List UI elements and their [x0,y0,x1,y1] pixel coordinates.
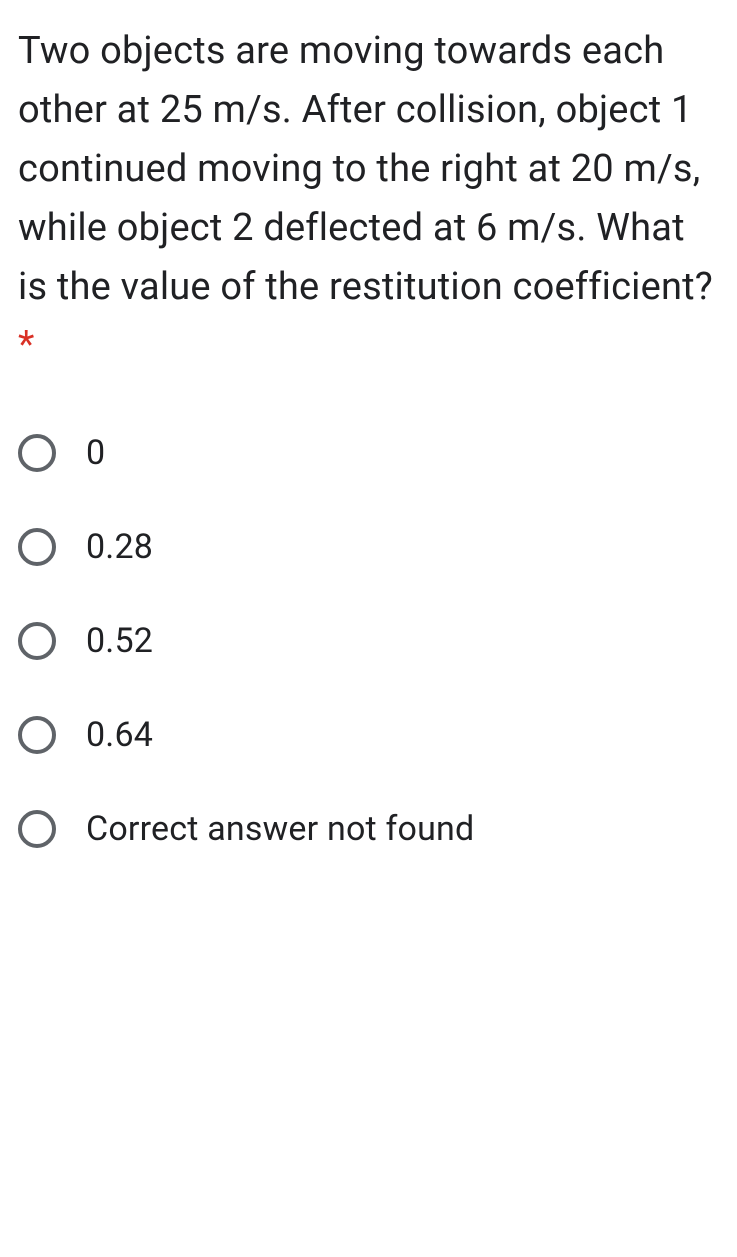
radio-icon [18,810,56,848]
options-group: 0 0.28 0.52 0.64 Correct answer not foun… [18,433,719,849]
radio-icon [18,622,56,660]
option-label: 0 [86,433,105,473]
option-3[interactable]: 0.64 [18,715,719,755]
radio-icon [18,434,56,472]
option-label: 0.64 [86,715,153,755]
question-text: Two objects are moving towards each othe… [18,22,719,375]
radio-icon [18,528,56,566]
required-asterisk: * [18,323,35,367]
option-2[interactable]: 0.52 [18,621,719,661]
radio-icon [18,716,56,754]
option-label: 0.52 [86,621,153,661]
option-label: 0.28 [86,527,153,567]
option-4[interactable]: Correct answer not found [18,809,719,849]
option-label: Correct answer not found [86,809,474,849]
option-0[interactable]: 0 [18,433,719,473]
question-body: Two objects are moving towards each othe… [18,29,713,309]
option-1[interactable]: 0.28 [18,527,719,567]
